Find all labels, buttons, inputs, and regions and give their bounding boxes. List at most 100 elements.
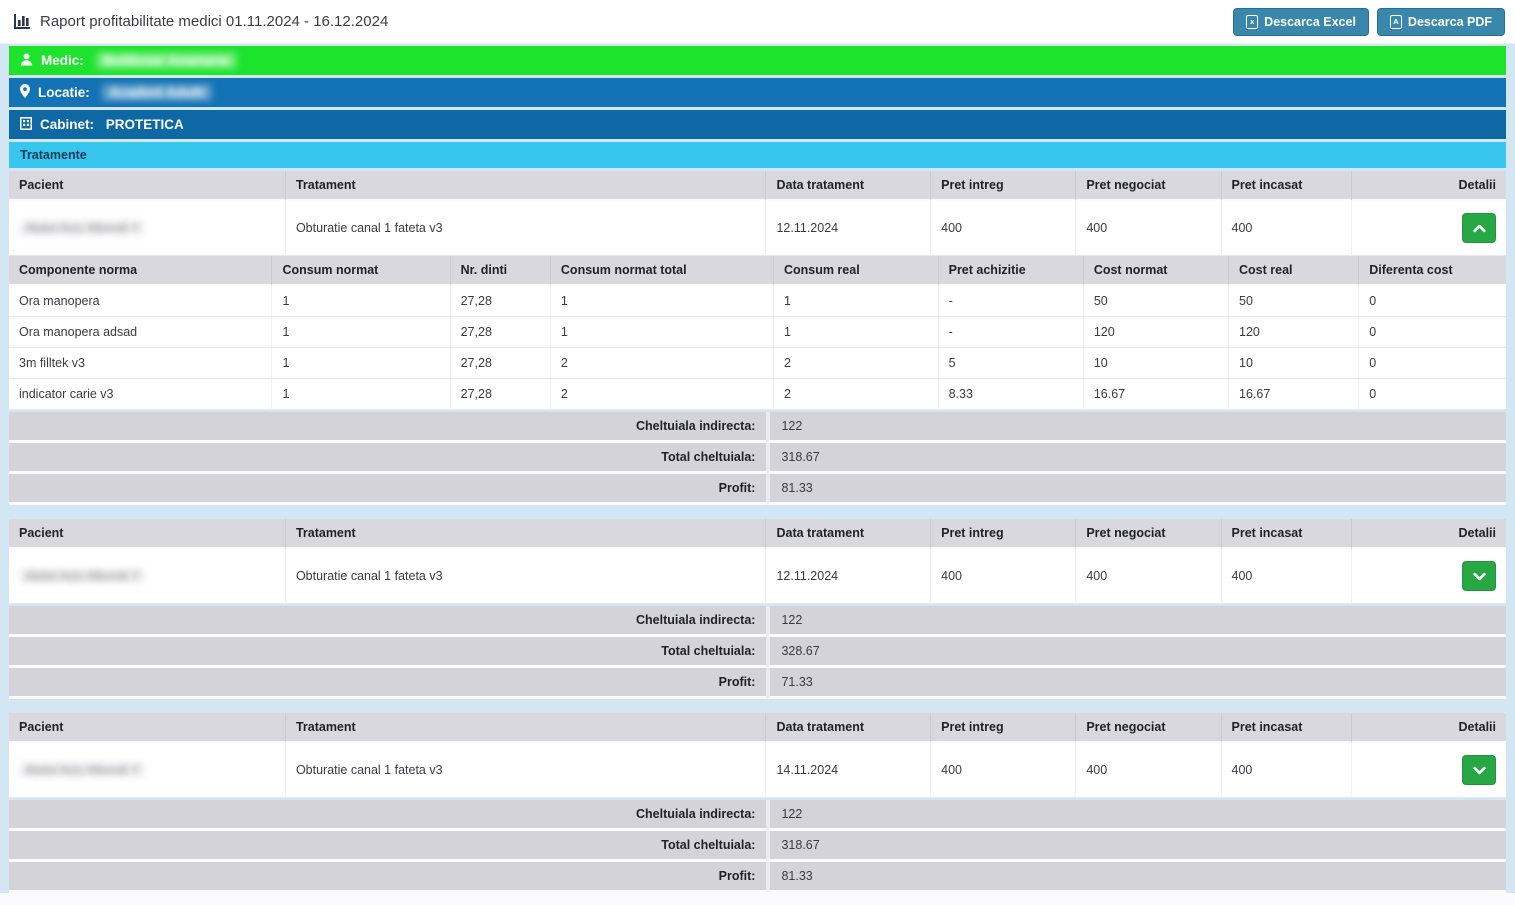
detalii-cell [1351,743,1506,798]
treatment-cell: Obturatie canal 1 fateta v3 [285,201,767,256]
page-header: Raport profitabilitate medici 01.11.2024… [0,0,1515,44]
column-header: Pret incasat [1221,519,1352,549]
component-row: Ora manopera adsad 1 27,28 1 1-120 120 0 [9,317,1506,348]
component-cell: 27,28 [450,317,551,348]
chevron-up-icon [1472,221,1486,236]
component-cell: 8.33 [938,379,1084,410]
summary-label: Cheltuiala indirecta: [9,606,767,637]
component-cell: 0 [1359,379,1506,410]
component-cell: 1 [272,286,451,317]
component-cell: 1 [550,317,774,348]
summary-value: 71.33 [766,668,1506,699]
treatment-block: Pacient Tratament Data tratament Pret intre… [9,171,1506,505]
component-cell: 10 [1229,348,1360,379]
chevron-down-icon [1472,569,1486,584]
summary-label: Profit: [9,668,767,699]
summary-row: Cheltuiala indirecta: 122 [9,606,1506,637]
summary-row: Profit: 81.33 [9,474,1506,505]
summary-table: Cheltuiala indirecta: 122 Total cheltuiala… [9,412,1506,505]
summary-label: Total cheltuiala: [9,443,767,474]
descarca-excel-button[interactable]: x Descarca Excel [1233,7,1369,36]
treatment-date-cell: 14.11.2024 [766,743,932,798]
column-header: Tratament [285,713,767,743]
patient-cell: Abdul Aziz Albondi Y [9,549,286,604]
medic-bar: Medic: Boldizsar Anamaria [9,46,1506,75]
component-cell: - [938,317,1084,348]
column-header: Pret negociat [1076,519,1222,549]
summary-row: Profit: 81.33 [9,862,1506,893]
descarca-pdf-label: Descarca PDF [1407,14,1492,29]
component-cell: Ora manopera adsad [9,317,273,348]
column-header: Pacient [9,519,286,549]
cabinet-label: Cabinet: [40,117,98,132]
treatment-cell: Obturatie canal 1 fateta v3 [285,743,767,798]
treatments-table: Pacient Tratament Data tratament Pret intre… [9,519,1506,604]
components-table: Componente norma Consum normat Nr. dinti Co… [9,256,1506,410]
details-toggle-button[interactable] [1462,561,1496,591]
locatie-bar: Locatie: Acadent Adulti [9,78,1506,107]
patient-name: Abdul Aziz Albondi Y [19,220,146,236]
component-cell: 1 [272,379,451,410]
column-header: Pret achizitie [938,256,1084,286]
summary-value: 318.67 [766,831,1506,862]
treatment-row: Abdul Aziz Albondi Y Obturatie canal 1 fa… [9,743,1506,798]
descarca-excel-label: Descarca Excel [1264,14,1356,29]
column-header: Tratament [285,519,767,549]
component-cell: 16.67 [1083,379,1230,410]
header-buttons: x Descarca Excel A Descarca PDF [1233,7,1505,36]
component-row: Ora manopera 1 27,28 1 1-50 50 0 [9,286,1506,317]
summary-value: 318.67 [766,443,1506,474]
bar-chart-icon [14,13,31,30]
column-header: Pret negociat [1076,713,1222,743]
component-cell: 0 [1359,286,1506,317]
pret-negociat-cell: 400 [1076,549,1222,604]
column-header: Detalii [1351,713,1506,743]
summary-value: 81.33 [766,862,1506,893]
summary-label: Cheltuiala indirecta: [9,412,767,443]
summary-value: 122 [766,412,1506,443]
component-cell: 1 [272,348,451,379]
report-title-wrap: Raport profitabilitate medici 01.11.2024… [14,13,388,30]
treatment-block: Pacient Tratament Data tratament Pret intre… [9,713,1506,893]
component-cell: 0 [1359,348,1506,379]
component-cell: 1 [773,317,939,348]
pret-incasat-cell: 400 [1221,549,1352,604]
summary-label: Cheltuiala indirecta: [9,800,767,831]
component-row: indicator carie v3 1 27,28 2 2 8.33 16.67 16.67… [9,379,1506,410]
details-toggle-button[interactable] [1462,755,1496,785]
footer-strip [0,893,1515,905]
report-content: Medic: Boldizsar Anamaria Locatie: Acade… [9,46,1506,893]
pret-negociat-cell: 400 [1076,201,1222,256]
summary-row: Total cheltuiala: 328.67 [9,637,1506,668]
chevron-down-icon [1472,763,1486,778]
component-cell: 50 [1229,286,1360,317]
component-cell: 50 [1083,286,1230,317]
header-row: Pacient Tratament Data tratament Pret intre… [9,713,1506,743]
component-cell: 1 [272,317,451,348]
patient-name: Abdul Aziz Albondi Y [19,762,146,778]
component-row: 3m filltek v3 1 27,28 2 2 5 10 10 0 [9,348,1506,379]
column-header: Componente norma [9,256,273,286]
person-icon [20,53,33,69]
treatment-row: Abdul Aziz Albondi Y Obturatie canal 1 fa… [9,201,1506,256]
component-cell: 5 [938,348,1084,379]
tratamente-section-bar: Tratamente [9,142,1506,168]
medic-label: Medic: [41,53,88,68]
treatment-blocks: Pacient Tratament Data tratament Pret intre… [9,171,1506,893]
header-row: Pacient Tratament Data tratament Pret intre… [9,519,1506,549]
patient-cell: Abdul Aziz Albondi Y [9,743,286,798]
column-header: Detalii [1351,171,1506,201]
summary-row: Cheltuiala indirecta: 122 [9,412,1506,443]
patient-name: Abdul Aziz Albondi Y [19,568,146,584]
building-grid-icon [20,116,32,133]
details-toggle-button[interactable] [1462,213,1496,243]
summary-row: Total cheltuiala: 318.67 [9,443,1506,474]
treatment-date-cell: 12.11.2024 [766,549,932,604]
column-header: Cost normat [1083,256,1230,286]
pret-incasat-cell: 400 [1221,201,1352,256]
component-cell: 27,28 [450,379,551,410]
component-cell: 1 [773,286,939,317]
column-header: Pacient [9,171,286,201]
component-cell: 1 [550,286,774,317]
descarca-pdf-button[interactable]: A Descarca PDF [1376,7,1505,36]
